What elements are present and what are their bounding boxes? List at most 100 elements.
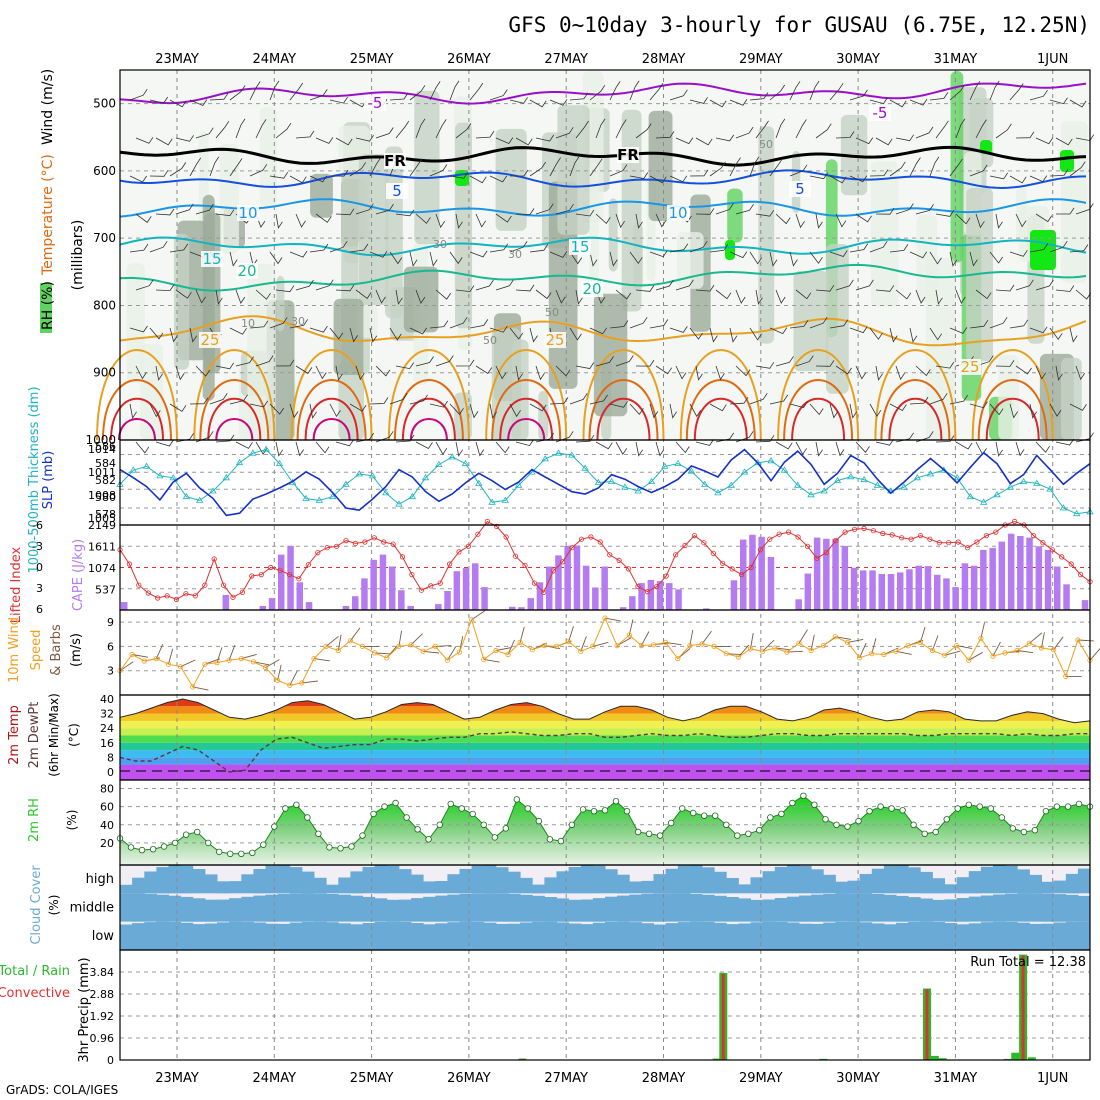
- cloud-cell-0-77: [1053, 880, 1067, 894]
- cloud-cell-1-42: [629, 894, 642, 922]
- cloud-cell-0-74: [1017, 869, 1030, 894]
- cloud-cell-1-59: [835, 893, 848, 922]
- cloud-cell-2-75: [1029, 923, 1042, 950]
- cloud-cell-1-79: [1077, 895, 1091, 922]
- wind10-barb-74: [1017, 650, 1034, 654]
- thickness-marker-47: [740, 468, 749, 475]
- wind-barb-8-4: [209, 393, 228, 405]
- wind-barb-4-28: [689, 240, 708, 253]
- lifted-index-marker-91: [974, 539, 980, 545]
- cloud-cell-2-33: [520, 922, 533, 950]
- date-label-top-0: 23MAY: [155, 52, 199, 67]
- cloud-cell-0-78: [1065, 873, 1079, 894]
- hot-dome-8-0: [874, 349, 957, 441]
- cloud-cell-2-34: [532, 921, 545, 950]
- hot-dome-2-2: [304, 397, 359, 441]
- wind-barb-1-43: [995, 123, 1012, 139]
- wind-barb-0-20: [529, 99, 547, 108]
- thickness-tick-3: 580: [95, 491, 116, 504]
- hot-dome-9-0: [971, 349, 1054, 441]
- wind-barb-4-2: [169, 243, 189, 253]
- contour-label-bg-5: [789, 181, 811, 197]
- cloud-cell-1-44: [653, 893, 667, 922]
- wind-barb-4-9: [309, 243, 329, 253]
- temp-line: [119, 698, 1091, 724]
- temp-band-1: [120, 757, 1090, 765]
- rh-shade-73: [1016, 186, 1027, 242]
- temp-band-bottom: [120, 764, 1090, 780]
- wind-barb-7-33: [795, 355, 814, 367]
- wind-barb-1-34: [815, 123, 832, 139]
- wind-barb-4-42: [969, 251, 978, 267]
- cloud-cell-1-18: [338, 894, 351, 922]
- wind-barb-8-5: [229, 394, 248, 405]
- cape-bar-24: [342, 606, 350, 610]
- wind-barb-8-32: [769, 394, 789, 405]
- wind-barb-9-15: [435, 441, 448, 455]
- cloud-cell-0-24: [411, 874, 424, 894]
- wind-barb-8-11: [349, 403, 367, 412]
- cloud-cell-2-47: [689, 921, 703, 950]
- hot-dome-5-0: [582, 349, 665, 441]
- hot-dome-4-2: [499, 397, 554, 441]
- wind-barb-8-22: [569, 393, 588, 405]
- wind-barb-1-26: [655, 131, 675, 139]
- thickness-marker-52: [807, 491, 815, 498]
- rh2m-marker-56: [734, 832, 741, 839]
- wind-barb-5-41: [955, 289, 966, 304]
- wind10-barb-71: [980, 622, 985, 639]
- cloud-cell-1-4: [168, 895, 182, 922]
- cape-bar-19: [296, 582, 303, 610]
- cloud-cell-2-53: [762, 921, 776, 950]
- wind-barb-6-28: [689, 327, 703, 340]
- wind10-marker-16: [311, 655, 317, 662]
- wind10-marker-61: [856, 655, 863, 661]
- isotherm-15: [119, 236, 1087, 257]
- cloud-cell-0-61: [859, 874, 873, 894]
- cloud-cell-2-16: [314, 921, 327, 950]
- wind-barb-6-20: [529, 327, 538, 343]
- cloud-cell-0-10: [241, 874, 254, 894]
- wind-barb-2-41: [949, 158, 963, 177]
- rh2m-marker-35: [502, 825, 509, 832]
- wind-barb-9-16: [455, 441, 464, 457]
- cloud-cell-1-68: [944, 899, 958, 922]
- thickness-marker-23: [421, 474, 430, 481]
- wind-barb-9-44: [1015, 441, 1025, 457]
- wind-barb-5-44: [1015, 279, 1034, 291]
- wind10-barb-30: [483, 658, 500, 663]
- cape-bar-46: [546, 566, 553, 610]
- wind-barb-0-32: [769, 84, 786, 101]
- cloud-cell-0-33: [520, 877, 533, 894]
- wind-barb-0-36: [849, 89, 868, 101]
- wind-barb-3-43: [995, 213, 1003, 229]
- cloud-cell-2-24: [411, 923, 424, 950]
- wind-barb-1-12: [375, 127, 394, 139]
- precip-total-bar-10: [1027, 1057, 1036, 1061]
- wind-barb-7-40: [935, 361, 955, 369]
- lifted-index-marker-51: [597, 539, 603, 545]
- hot-dome-8-1: [880, 379, 951, 441]
- lifted-index-marker-26: [362, 539, 368, 545]
- wind-barb-5-24: [615, 289, 632, 300]
- thickness-marker-12: [275, 459, 284, 466]
- wind-barb-8-30: [729, 396, 749, 405]
- rh2m-marker-76: [954, 805, 961, 812]
- wind10-barb-67: [931, 635, 939, 651]
- date-label-bottom-4: 27MAY: [544, 1071, 588, 1086]
- rh2m-tick-3: 20: [100, 837, 114, 850]
- cape-bar-82: [878, 574, 885, 610]
- wind-barb-4-44: [1009, 250, 1028, 257]
- cape-bar-74: [804, 573, 812, 610]
- wind10-barb-33: [519, 626, 525, 643]
- thickness-marker-19: [368, 472, 377, 479]
- wind-barb-0-42: [969, 81, 981, 101]
- lifted-index-marker-33: [428, 583, 434, 589]
- cloud-cell-1-73: [1005, 893, 1018, 922]
- cloud-cell-1-58: [823, 893, 836, 922]
- temp2m-axis-label-4: (°C): [67, 723, 81, 747]
- rh2m-marker-68: [866, 808, 873, 815]
- wind-barb-4-23: [589, 251, 598, 267]
- wind-barb-4-18: [489, 243, 509, 253]
- wind-barb-4-13: [389, 251, 403, 265]
